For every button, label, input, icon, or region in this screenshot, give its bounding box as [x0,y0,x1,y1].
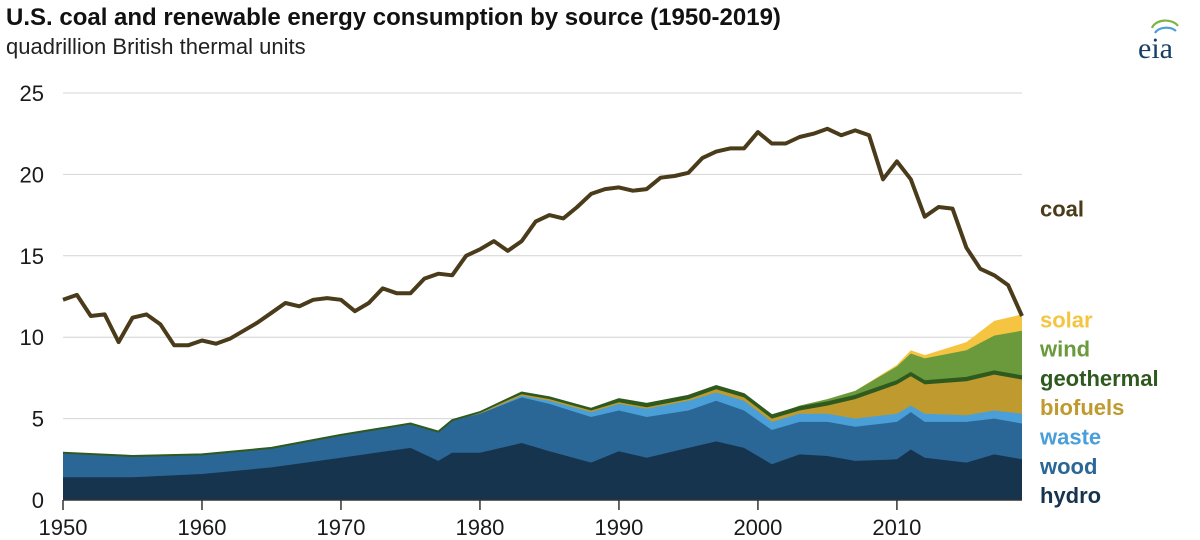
legend-label-coal: coal [1040,197,1084,222]
coal-line [62,126,1024,348]
x-tick-label-2010: 2010 [872,515,921,540]
coal-line-layer [62,126,1024,348]
x-tick-label-1990: 1990 [594,515,643,540]
x-tick-label-1980: 1980 [455,515,504,540]
legend-label-waste: waste [1039,425,1101,450]
legend: coal solar wind geothermal biofuels waste wood… [1039,197,1159,509]
eia-logo-text: eia [1138,32,1173,62]
legend-label-biofuels: biofuels [1040,395,1124,420]
x-tick-label-1970: 1970 [316,515,365,540]
y-tick-label-15: 15 [20,244,44,269]
y-tick-label-5: 5 [32,407,44,432]
y-tick-label-0: 0 [32,488,44,513]
legend-label-geothermal: geothermal [1040,366,1159,391]
legend-label-wood: wood [1039,454,1097,479]
x-tick-label-1950: 1950 [39,515,88,540]
y-tick-label-10: 10 [20,325,44,350]
stacked-areas [62,314,1023,500]
x-tick-label-2000: 2000 [733,515,782,540]
axes: 0 5 10 15 20 25 1950 1960 1970 1980 1990 2000 2010 [20,81,1022,540]
y-tick-label-25: 25 [20,81,44,106]
grid-lines [63,92,1022,420]
legend-label-solar: solar [1040,307,1093,332]
y-tick-label-20: 20 [20,162,44,187]
area-hydro [63,441,1022,500]
chart-subtitle: quadrillion British thermal units [6,34,306,59]
legend-label-hydro: hydro [1040,483,1101,508]
eia-logo-icon: eia [1138,19,1179,62]
chart-title: U.S. coal and renewable energy consumpti… [6,4,781,31]
geothermal-edge [62,370,1023,458]
x-tick-label-1960: 1960 [178,515,227,540]
legend-label-wind: wind [1039,337,1090,362]
